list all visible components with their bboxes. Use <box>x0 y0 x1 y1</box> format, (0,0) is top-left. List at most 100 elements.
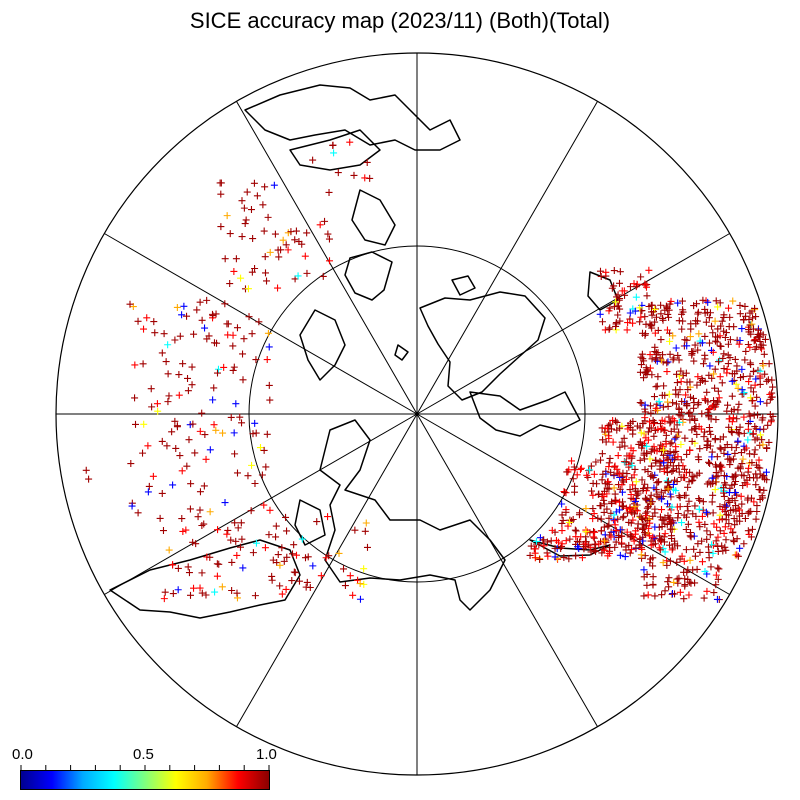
coastline-labrador <box>587 271 619 311</box>
accuracy-marker <box>126 300 134 308</box>
accuracy-marker <box>701 351 709 359</box>
accuracy-marker <box>748 397 756 405</box>
accuracy-marker <box>265 343 273 351</box>
accuracy-marker <box>233 551 241 559</box>
accuracy-marker <box>725 423 733 431</box>
accuracy-marker <box>712 581 720 589</box>
accuracy-marker <box>738 500 746 508</box>
accuracy-marker <box>714 533 722 541</box>
accuracy-marker <box>646 418 654 426</box>
accuracy-marker <box>753 434 761 442</box>
accuracy-marker <box>683 502 691 510</box>
accuracy-marker <box>233 469 241 477</box>
accuracy-marker <box>697 425 705 433</box>
accuracy-marker <box>598 450 606 458</box>
accuracy-marker <box>244 285 252 293</box>
accuracy-marker <box>756 398 764 406</box>
accuracy-marker <box>737 374 745 382</box>
accuracy-marker <box>540 536 548 544</box>
accuracy-marker <box>577 464 585 472</box>
accuracy-marker <box>263 277 271 285</box>
accuracy-marker <box>666 557 674 565</box>
accuracy-marker <box>643 504 651 512</box>
accuracy-marker <box>665 483 673 491</box>
accuracy-marker <box>620 434 628 442</box>
accuracy-marker <box>228 558 236 566</box>
accuracy-marker <box>693 381 701 389</box>
accuracy-marker <box>724 340 732 348</box>
coastlines <box>109 84 619 619</box>
accuracy-marker <box>672 344 680 352</box>
accuracy-marker <box>212 426 220 434</box>
accuracy-marker <box>249 235 257 243</box>
accuracy-marker <box>656 420 664 428</box>
accuracy-marker <box>670 425 678 433</box>
accuracy-marker <box>631 485 639 493</box>
accuracy-marker <box>585 541 593 549</box>
accuracy-marker <box>227 413 235 421</box>
accuracy-marker <box>732 477 740 485</box>
accuracy-marker <box>703 388 711 396</box>
accuracy-marker <box>690 399 698 407</box>
accuracy-marker <box>720 327 728 335</box>
accuracy-marker <box>614 452 622 460</box>
accuracy-marker <box>128 502 136 510</box>
accuracy-marker <box>648 498 656 506</box>
accuracy-marker <box>738 510 746 518</box>
accuracy-marker <box>190 584 198 592</box>
accuracy-marker <box>684 520 692 528</box>
accuracy-marker <box>732 444 740 452</box>
accuracy-marker <box>649 533 657 541</box>
accuracy-marker <box>701 428 709 436</box>
accuracy-marker <box>665 413 673 421</box>
accuracy-marker <box>302 583 310 591</box>
accuracy-marker <box>708 402 716 410</box>
accuracy-marker <box>718 379 726 387</box>
accuracy-marker <box>714 325 722 333</box>
accuracy-marker <box>629 447 637 455</box>
accuracy-marker <box>570 488 578 496</box>
accuracy-marker <box>639 420 647 428</box>
accuracy-marker <box>140 325 148 333</box>
accuracy-marker <box>701 396 709 404</box>
accuracy-marker <box>648 311 656 319</box>
accuracy-marker <box>551 553 559 561</box>
accuracy-marker <box>696 548 704 556</box>
accuracy-marker <box>606 420 614 428</box>
accuracy-marker <box>196 488 204 496</box>
accuracy-marker <box>666 541 674 549</box>
accuracy-marker <box>189 420 197 428</box>
accuracy-marker <box>687 393 695 401</box>
accuracy-marker <box>147 385 155 393</box>
accuracy-marker <box>616 551 624 559</box>
accuracy-marker <box>666 419 674 427</box>
accuracy-marker <box>655 478 663 486</box>
accuracy-marker <box>761 370 769 378</box>
accuracy-marker <box>151 329 159 337</box>
accuracy-marker <box>610 484 618 492</box>
accuracy-marker <box>641 522 649 530</box>
accuracy-marker <box>85 475 93 483</box>
accuracy-marker <box>596 310 604 318</box>
accuracy-marker <box>208 310 216 318</box>
accuracy-marker <box>652 313 660 321</box>
accuracy-marker <box>629 417 637 425</box>
accuracy-marker <box>219 429 227 437</box>
accuracy-marker <box>587 462 595 470</box>
accuracy-marker <box>625 518 633 526</box>
accuracy-marker <box>229 331 237 339</box>
accuracy-marker <box>356 580 364 588</box>
accuracy-marker <box>217 190 225 198</box>
accuracy-marker <box>171 336 179 344</box>
accuracy-marker <box>561 489 569 497</box>
accuracy-marker <box>647 409 655 417</box>
meridian-line <box>104 233 418 415</box>
accuracy-marker <box>551 544 559 552</box>
accuracy-marker <box>196 584 204 592</box>
accuracy-marker <box>703 527 711 535</box>
accuracy-marker <box>601 480 609 488</box>
accuracy-marker <box>201 324 209 332</box>
accuracy-marker <box>693 430 701 438</box>
accuracy-marker <box>678 297 686 305</box>
accuracy-marker <box>325 235 333 243</box>
